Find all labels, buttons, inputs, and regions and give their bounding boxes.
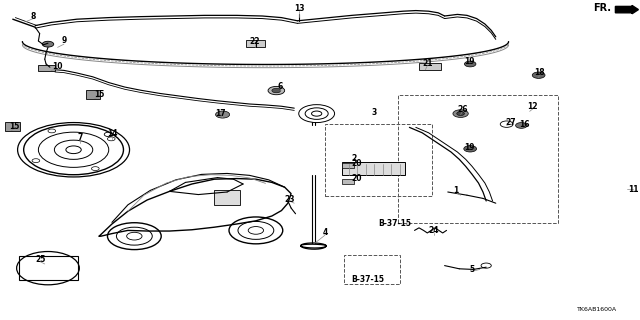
- Text: 20: 20: [351, 174, 362, 183]
- Text: 1: 1: [454, 186, 459, 195]
- Text: 17: 17: [216, 109, 226, 118]
- Text: 11: 11: [628, 185, 639, 194]
- Text: 6: 6: [278, 82, 283, 91]
- Text: 15: 15: [9, 122, 19, 131]
- FancyArrow shape: [616, 5, 639, 14]
- Text: 4: 4: [323, 228, 328, 237]
- Circle shape: [272, 88, 281, 93]
- Text: 16: 16: [519, 120, 530, 129]
- Text: 27: 27: [505, 118, 516, 127]
- Bar: [342, 162, 405, 175]
- Text: 22: 22: [250, 37, 260, 46]
- Circle shape: [216, 111, 230, 118]
- Bar: [342, 163, 354, 168]
- Circle shape: [268, 86, 285, 95]
- Text: 9: 9: [61, 36, 67, 45]
- Bar: [5, 122, 20, 131]
- Text: 14: 14: [107, 129, 117, 138]
- Text: 24: 24: [428, 226, 439, 235]
- Text: FR.: FR.: [593, 3, 611, 13]
- Text: 20: 20: [351, 159, 362, 168]
- Bar: [419, 63, 442, 70]
- Text: 3: 3: [372, 108, 377, 116]
- Bar: [86, 90, 100, 99]
- Text: 26: 26: [457, 105, 468, 114]
- Bar: [19, 256, 78, 280]
- Circle shape: [453, 110, 468, 117]
- Text: 15: 15: [94, 90, 104, 99]
- Circle shape: [42, 41, 54, 47]
- Circle shape: [465, 61, 476, 67]
- Text: 18: 18: [534, 68, 545, 77]
- Text: 2: 2: [351, 154, 356, 163]
- Bar: [325, 124, 433, 196]
- Text: 23: 23: [284, 195, 294, 204]
- Text: 5: 5: [470, 265, 475, 274]
- Bar: [344, 255, 401, 284]
- Bar: [342, 179, 354, 184]
- Text: 10: 10: [52, 62, 63, 71]
- Bar: [246, 40, 266, 47]
- Text: 13: 13: [294, 4, 305, 13]
- Circle shape: [532, 72, 545, 78]
- Text: 12: 12: [527, 102, 538, 111]
- Text: B-37-15: B-37-15: [351, 275, 385, 284]
- Bar: [398, 95, 558, 223]
- Circle shape: [464, 146, 477, 152]
- Text: 19: 19: [463, 143, 474, 152]
- Text: B-37-15: B-37-15: [378, 220, 412, 228]
- Bar: [214, 190, 240, 205]
- Text: 19: 19: [463, 57, 474, 66]
- Text: 7: 7: [77, 133, 83, 142]
- Text: 8: 8: [31, 12, 36, 20]
- Text: 21: 21: [422, 59, 433, 68]
- Circle shape: [457, 112, 465, 116]
- Bar: [38, 65, 55, 71]
- Text: TK6AB1600A: TK6AB1600A: [577, 307, 618, 312]
- Text: 25: 25: [35, 255, 45, 264]
- Circle shape: [516, 123, 527, 128]
